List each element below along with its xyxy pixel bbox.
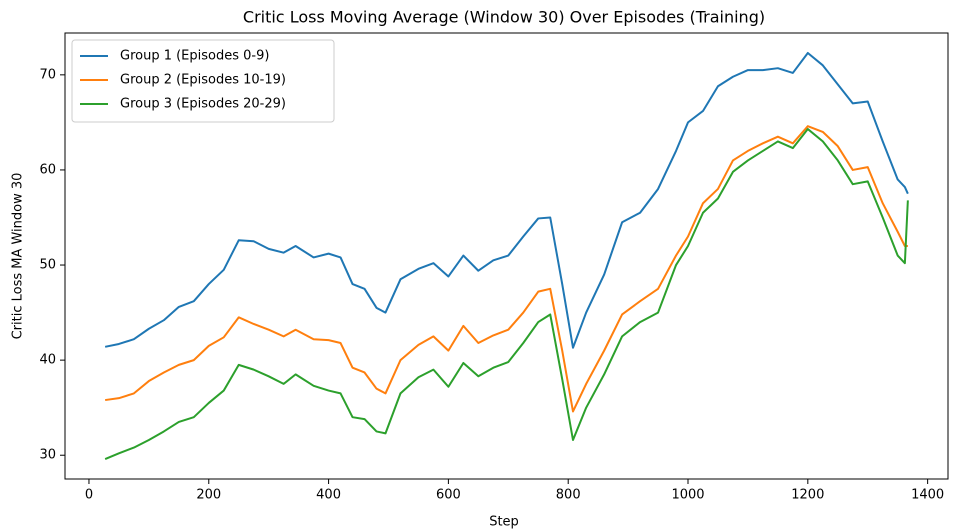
plot-frame — [64, 32, 949, 480]
legend-box — [71, 39, 335, 123]
legend-label: Group 2 (Episodes 10-19) — [120, 73, 286, 88]
y-tick-label: 60 — [39, 162, 56, 177]
y-axis-label: Critic Loss MA Window 30 — [11, 173, 26, 340]
line — [104, 128, 909, 460]
y-tick-label: 30 — [39, 448, 56, 463]
y-tick-label: 70 — [39, 67, 56, 82]
legend-label: Group 3 (Episodes 20-29) — [120, 97, 286, 112]
x-tick-label: 1200 — [791, 488, 824, 503]
legend-label: Group 1 (Episodes 0-9) — [120, 49, 269, 64]
chart-title: Critic Loss Moving Average (Window 30) O… — [243, 8, 765, 27]
x-tick-label: 1400 — [911, 488, 944, 503]
x-axis-label: Step — [489, 515, 519, 530]
x-tick-label: 800 — [556, 488, 581, 503]
x-tick-label: 200 — [196, 488, 221, 503]
line — [105, 125, 908, 413]
y-tick-label: 40 — [39, 353, 56, 368]
x-tick-label: 1000 — [671, 488, 704, 503]
y-tick-label: 50 — [39, 258, 56, 273]
legend: Group 1 (Episodes 0-9) Group 2 (Episodes … — [71, 39, 335, 123]
x-tick-label: 0 — [85, 488, 93, 503]
x-tick-label: 600 — [436, 488, 461, 503]
x-tick-label: 400 — [316, 488, 341, 503]
line — [104, 51, 909, 349]
